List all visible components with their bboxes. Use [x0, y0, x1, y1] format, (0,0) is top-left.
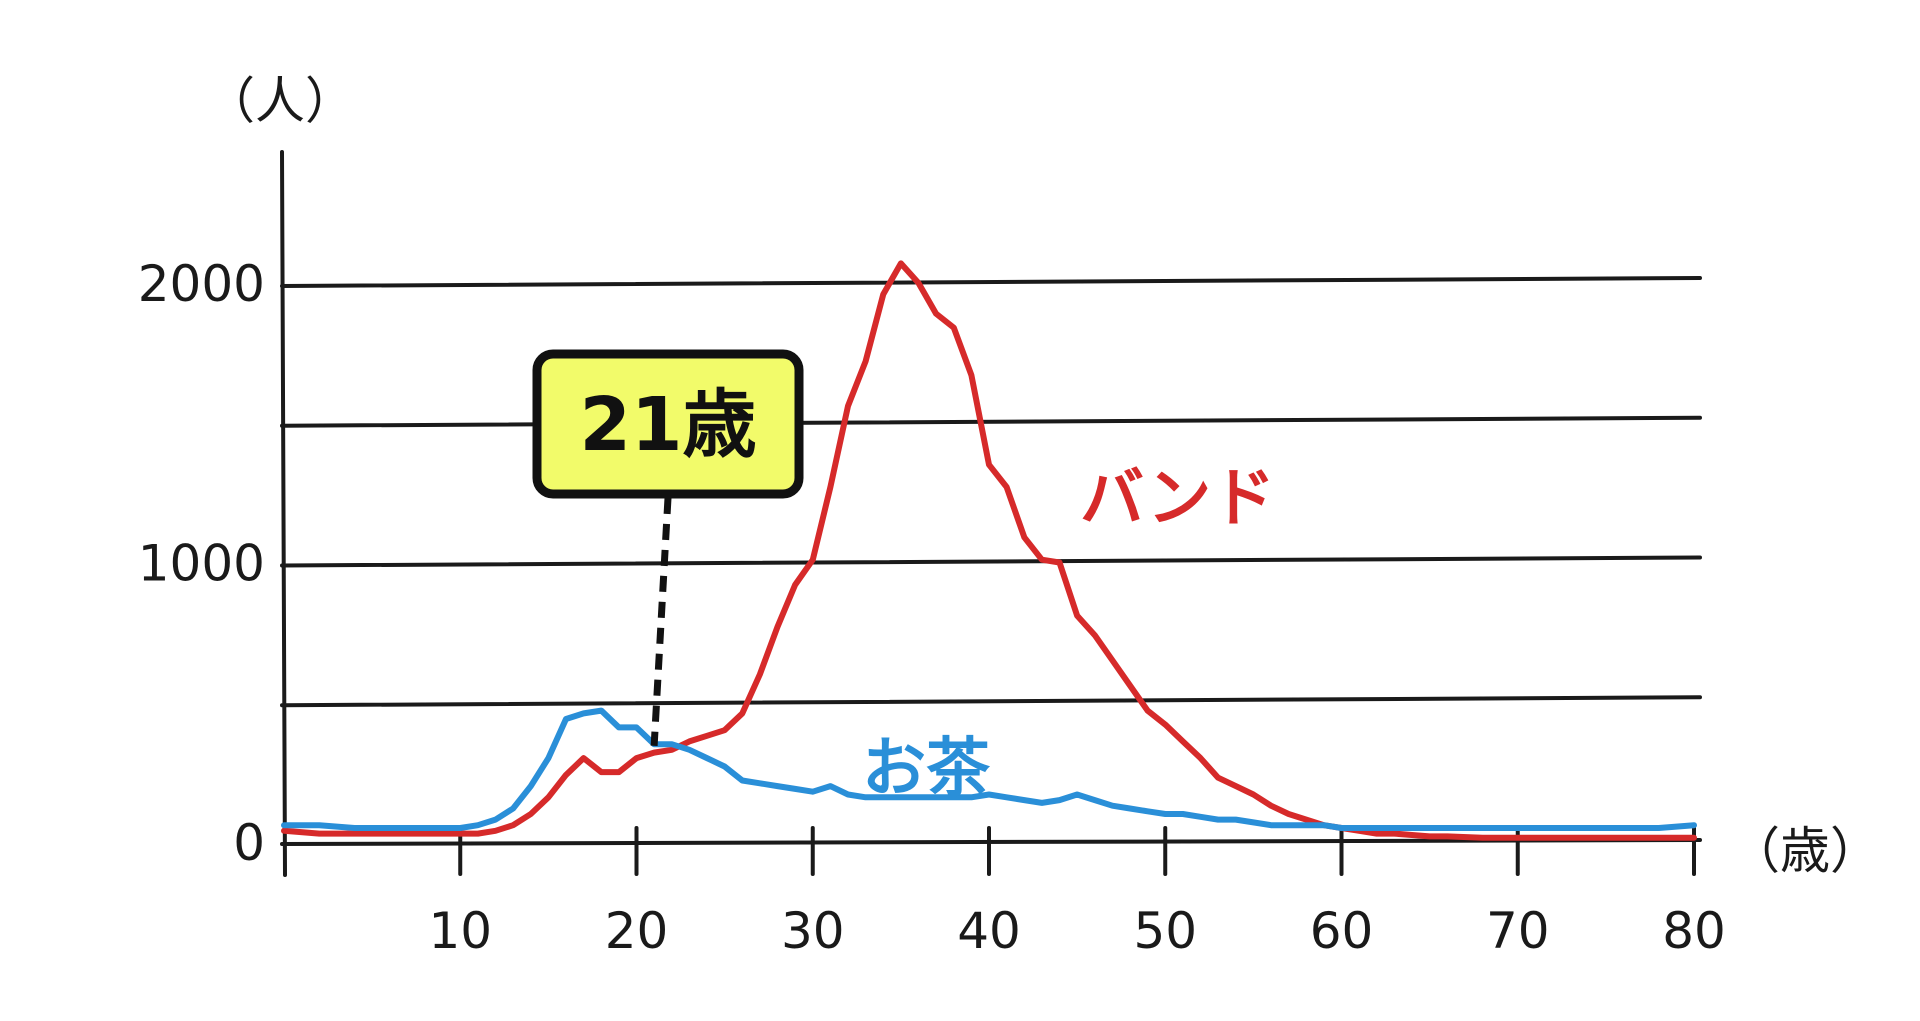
callout-leader-line	[650, 497, 672, 746]
series-label-band: バンド	[1080, 462, 1275, 536]
grid-line	[280, 555, 1702, 568]
age-callout: 21歳	[532, 349, 804, 746]
x-tick-label: 70	[1486, 902, 1550, 960]
series-line-tea	[281, 707, 1697, 831]
y-tick-label: 0	[233, 814, 265, 872]
x-tick-label: 80	[1662, 902, 1726, 960]
axes	[280, 150, 1702, 877]
y-axis-unit: （人）	[205, 72, 355, 130]
x-tick-label: 50	[1133, 902, 1197, 960]
grid-lines	[280, 276, 1702, 708]
series-lines	[281, 260, 1697, 841]
x-axis-unit: （歳）	[1730, 822, 1880, 880]
grid-line	[280, 415, 1702, 428]
callout-box	[532, 349, 804, 499]
callout-label: 21歳	[580, 382, 757, 468]
y-axis-line	[280, 150, 287, 877]
y-tick-label: 2000	[138, 255, 265, 313]
grid-line	[280, 695, 1702, 708]
series-line-band	[281, 260, 1697, 841]
x-tick-label: 30	[781, 902, 845, 960]
x-tick-label: 10	[428, 902, 492, 960]
tick-labels: 0 1000 2000 10 20 30 40 50 60 70 80	[138, 255, 1726, 960]
x-tick-label: 20	[605, 902, 669, 960]
grid-line	[280, 276, 1702, 288]
y-tick-label: 1000	[138, 535, 265, 593]
series-label-tea: お茶	[862, 732, 991, 806]
x-tick-label: 40	[957, 902, 1021, 960]
x-tick-label: 60	[1310, 902, 1374, 960]
